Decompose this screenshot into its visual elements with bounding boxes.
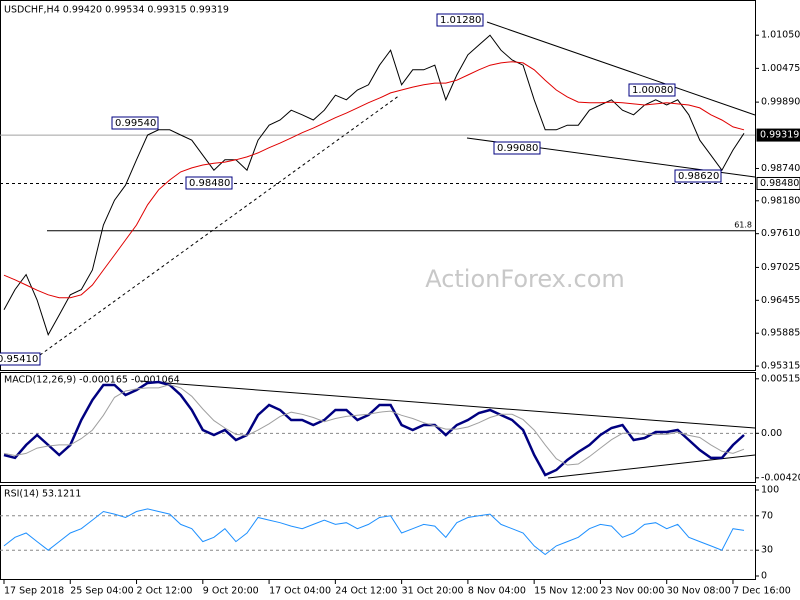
annotation: 0.98480 <box>189 178 230 189</box>
x-tick-label: 9 Oct 20:00 <box>203 586 259 597</box>
y-tick-label: 0.97610 <box>761 228 800 239</box>
y-tick-label: 0.95315 <box>761 361 800 372</box>
trendline <box>139 380 756 429</box>
x-tick-label: 2 Oct 12:00 <box>137 586 193 597</box>
annotation-box <box>111 116 159 130</box>
y-tick-label: 0.98180 <box>761 195 800 206</box>
y-tick-label: 1.00475 <box>761 63 800 74</box>
frames <box>0 0 756 580</box>
trendline <box>39 94 401 356</box>
annotation: 0.95410 <box>0 354 38 365</box>
series-line <box>3 61 745 299</box>
x-tick-label: 8 Nov 04:00 <box>468 586 526 597</box>
y-tick-label: 1.01050 <box>761 30 800 41</box>
x-tick-label: 24 Oct 12:00 <box>335 586 397 597</box>
chart-title: USDCHF,H4 0.99420 0.99534 0.99315 0.9931… <box>4 5 229 16</box>
x-tick-label: 23 Nov 00:00 <box>600 586 664 597</box>
y-tick-label: 0 <box>761 571 767 582</box>
macd-title: MACD(12,26,9) -0.000165 -0.001064 <box>4 375 180 386</box>
watermark: ActionForex.com <box>425 265 625 293</box>
annotation-box <box>628 83 676 97</box>
price-label: 0.99319 <box>760 130 799 141</box>
rsi-title: RSI(14) 53.1211 <box>4 489 81 500</box>
macd-pane <box>0 372 756 483</box>
series-line <box>3 508 745 556</box>
x-tick-label: 17 Oct 04:00 <box>269 586 331 597</box>
y-tick-label: 0.005156 <box>761 373 800 384</box>
annotation: 1.01280 <box>440 15 481 26</box>
y-tick-label: 0.98740 <box>761 163 800 174</box>
x-tick-label: 17 Sep 2018 <box>4 586 64 597</box>
annotation-box <box>674 169 722 183</box>
series-line <box>3 384 745 466</box>
series-line <box>3 380 745 477</box>
x-tick-label: 7 Dec 16:00 <box>733 586 791 597</box>
rsi-pane <box>0 485 756 580</box>
x-tick-label: 30 Nov 08:00 <box>667 586 731 597</box>
annotation: 0.99080 <box>497 143 538 154</box>
y-tick-label: 0.99890 <box>761 97 800 108</box>
y-tick-label: 30 <box>761 545 773 556</box>
y-tick-label: -0.004209 <box>761 472 800 483</box>
annotation: 0.99540 <box>115 118 156 129</box>
y-tick-label: 70 <box>761 510 773 521</box>
trendline <box>486 21 756 116</box>
annotation-box <box>185 176 233 190</box>
annotation-box <box>493 141 541 155</box>
y-tick-label: 100 <box>761 485 779 496</box>
annotation-box <box>0 352 41 366</box>
y-tick-label: 0.97025 <box>761 262 800 273</box>
series-line <box>3 34 745 336</box>
annotation-box <box>436 13 484 27</box>
annotation: 0.98620 <box>678 171 719 182</box>
y-tick-label: 0.00 <box>761 428 782 439</box>
price-label-box <box>756 176 800 190</box>
x-tick-label: 31 Oct 20:00 <box>402 586 464 597</box>
y-tick-label: 0.95885 <box>761 328 800 339</box>
price-pane <box>0 0 756 371</box>
price-label: 0.98480 <box>760 178 799 189</box>
fib-label: 61.8 <box>734 220 752 229</box>
x-tick-label: 25 Sep 04:00 <box>70 586 133 597</box>
price-label-box <box>756 128 800 142</box>
annotation: 1.00080 <box>632 85 673 96</box>
x-tick-label: 15 Nov 12:00 <box>534 586 598 597</box>
y-tick-label: 0.96455 <box>761 295 800 306</box>
